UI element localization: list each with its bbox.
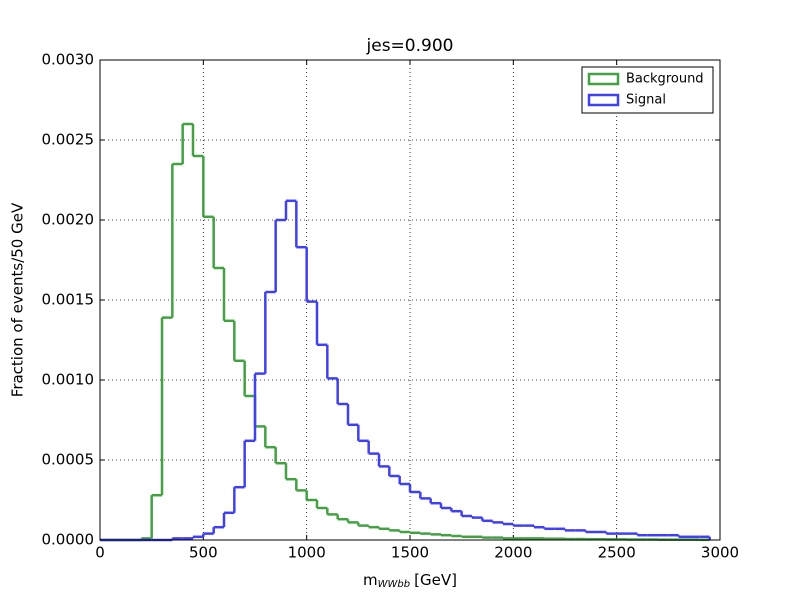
x-tick-label: 3000 [701, 544, 739, 562]
x-label-unit: [GeV] [414, 571, 457, 589]
y-tick-label: 0.0015 [42, 291, 95, 309]
x-tick-label: 0 [95, 544, 105, 562]
y-tick-label: 0.0020 [42, 211, 95, 229]
x-label-subscript: WWbb [378, 579, 410, 590]
y-tick-label: 0.0030 [42, 51, 95, 69]
y-tick-label: 0.0010 [42, 371, 95, 389]
series-1 [100, 199, 711, 542]
chart-title: jes=0.900 [366, 36, 454, 56]
plot-frame [99, 59, 721, 541]
x-tick-label: 2000 [494, 544, 532, 562]
legend-label: Background [626, 72, 704, 87]
y-axis-label: Fraction of events/50 GeV [9, 202, 27, 397]
legend-label: Signal [626, 93, 666, 108]
y-tick-label: 0.0000 [42, 531, 95, 549]
x-tick-label: 500 [189, 544, 218, 562]
x-tick-label: 1500 [391, 544, 429, 562]
x-tick-label: 1000 [288, 544, 326, 562]
legend-swatch [587, 93, 620, 107]
x-axis-label: mWWbb [GeV] [363, 571, 457, 591]
y-tick-label: 0.0005 [42, 451, 95, 469]
y-tick-label: 0.0025 [42, 131, 95, 149]
x-label-symbol: m [363, 571, 378, 589]
x-tick-label: 2500 [598, 544, 636, 562]
legend-swatch [587, 72, 620, 86]
series-0 [100, 122, 711, 542]
